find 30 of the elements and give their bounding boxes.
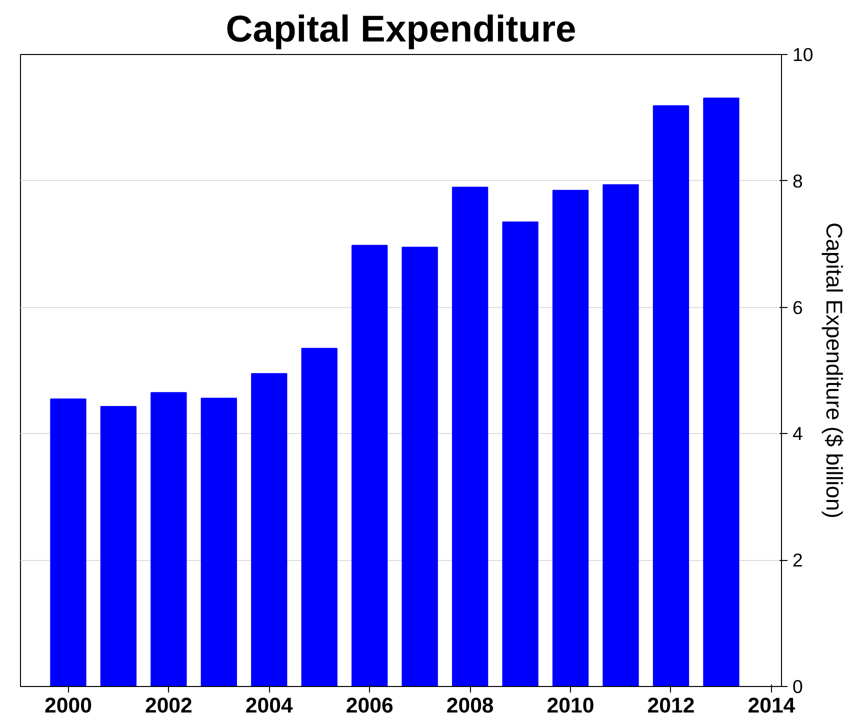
bar	[50, 398, 86, 686]
x-tick-label: 2014	[748, 694, 796, 718]
bar	[352, 244, 388, 686]
bar	[150, 392, 187, 686]
bar	[552, 190, 589, 686]
bar	[200, 398, 237, 686]
y-tick-label: 10	[792, 44, 814, 65]
x-tick-label: 2004	[245, 694, 294, 718]
bar	[402, 246, 438, 686]
x-tick-label: 2008	[446, 694, 494, 718]
y-tick-label: 6	[792, 296, 803, 318]
y-tick-label: 4	[792, 423, 803, 444]
chart-title: Capital Expenditure	[226, 8, 576, 50]
y-axis-title: Capital Expenditure ($ billion)	[821, 222, 848, 518]
x-tick-label: 2012	[647, 694, 695, 718]
bar	[703, 98, 740, 686]
y-tick-label: 8	[792, 170, 803, 192]
bar	[100, 406, 137, 686]
bar	[301, 348, 338, 686]
bar	[602, 184, 639, 686]
x-tick-label: 2010	[546, 694, 594, 718]
y-tick-label: 0	[792, 676, 803, 697]
bar	[251, 373, 288, 686]
bar	[652, 105, 690, 686]
bar	[502, 221, 538, 686]
x-tick-label: 2006	[346, 694, 394, 718]
bar	[452, 186, 488, 686]
y-tick-label: 2	[792, 550, 803, 571]
x-tick-label: 2002	[144, 694, 192, 718]
x-tick-label: 2000	[44, 694, 92, 718]
